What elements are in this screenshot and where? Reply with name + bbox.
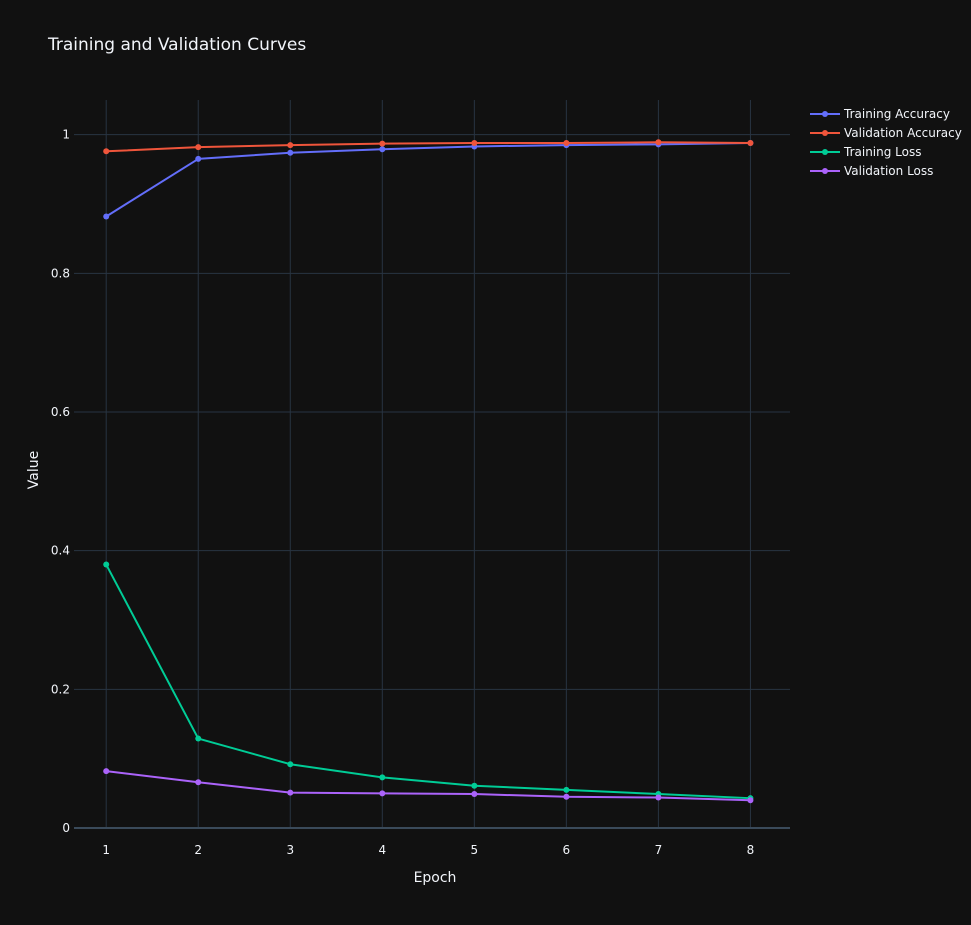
data-point[interactable]: [195, 735, 202, 742]
series-line-training-accuracy: [105, 141, 751, 218]
data-point[interactable]: [103, 148, 110, 155]
series-validation-accuracy: [103, 139, 754, 155]
series-line-training-loss: [105, 564, 751, 800]
data-point[interactable]: [747, 797, 754, 804]
data-point[interactable]: [287, 761, 294, 768]
y-tick-label: 0.2: [51, 682, 70, 696]
legend-label: Training Accuracy: [843, 107, 950, 121]
data-point[interactable]: [379, 146, 386, 153]
data-point[interactable]: [287, 142, 294, 149]
legend-swatch-marker: [822, 149, 828, 155]
y-tick-label: 1: [62, 128, 70, 142]
x-tick-label: 3: [286, 843, 294, 857]
legend-swatch-marker: [822, 168, 828, 174]
legend-item[interactable]: Validation Accuracy: [810, 126, 962, 140]
data-point[interactable]: [103, 213, 110, 220]
data-point[interactable]: [379, 140, 386, 147]
data-point[interactable]: [471, 791, 478, 798]
x-tick-label: 2: [194, 843, 202, 857]
data-point[interactable]: [379, 774, 386, 781]
y-tick-label: 0.4: [51, 544, 70, 558]
series-line-validation-accuracy: [106, 141, 751, 153]
data-point[interactable]: [287, 149, 294, 156]
x-tick-label: 5: [471, 843, 479, 857]
series-validation-loss: [103, 768, 754, 804]
x-axis-title: Epoch: [414, 870, 457, 886]
x-tick-label: 6: [563, 843, 571, 857]
data-point[interactable]: [655, 139, 662, 146]
legend-item[interactable]: Validation Loss: [810, 164, 933, 178]
data-point[interactable]: [195, 779, 202, 786]
data-point[interactable]: [471, 139, 478, 146]
legend-label: Validation Loss: [844, 164, 933, 178]
data-point[interactable]: [195, 144, 202, 151]
data-point[interactable]: [195, 155, 202, 162]
data-point[interactable]: [471, 782, 478, 789]
data-point[interactable]: [379, 790, 386, 797]
data-point[interactable]: [563, 139, 570, 146]
x-tick-label: 1: [102, 843, 110, 857]
data-point[interactable]: [287, 789, 294, 796]
legend-item[interactable]: Training Accuracy: [810, 107, 950, 121]
data-point[interactable]: [655, 794, 662, 801]
y-axis-title: Value: [26, 451, 42, 489]
data-point[interactable]: [747, 139, 754, 146]
legend-label: Training Loss: [843, 145, 921, 159]
chart-title: Training and Validation Curves: [47, 35, 306, 55]
series-group: [103, 139, 754, 804]
y-tick-label: 0.6: [51, 405, 70, 419]
x-tick-label: 8: [747, 843, 755, 857]
series-line-validation-loss: [106, 770, 751, 802]
legend-swatch-marker: [822, 130, 828, 136]
axes: 1 2 3 4 5 6 7 8 0 0.2 0.4 0.6 0.8 1: [51, 128, 754, 857]
y-tick-label: 0: [62, 821, 70, 835]
data-point[interactable]: [563, 793, 570, 800]
x-tick-label: 4: [378, 843, 386, 857]
data-point[interactable]: [103, 561, 110, 568]
legend-label: Validation Accuracy: [844, 126, 962, 140]
data-point[interactable]: [103, 768, 110, 775]
data-point[interactable]: [563, 786, 570, 793]
legend[interactable]: Training Accuracy Validation Accuracy Trai…: [810, 107, 962, 178]
x-tick-label: 7: [655, 843, 663, 857]
grid: [74, 100, 790, 829]
legend-item[interactable]: Training Loss: [810, 145, 921, 159]
y-tick-label: 0.8: [51, 266, 70, 280]
legend-swatch-marker: [822, 111, 828, 117]
